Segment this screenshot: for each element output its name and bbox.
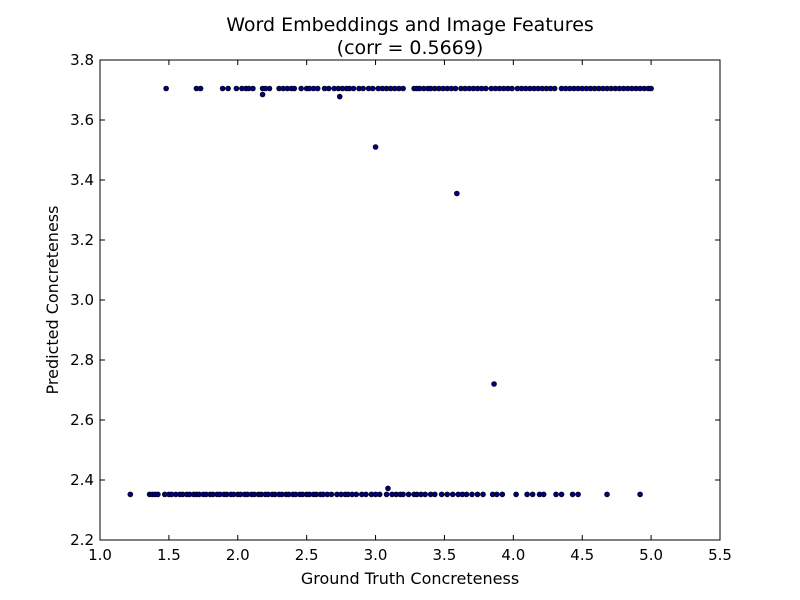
x-tick-label: 1.0: [88, 546, 112, 564]
data-point: [369, 85, 376, 92]
data-point: [648, 85, 654, 92]
x-tick-label: 2.0: [226, 546, 250, 564]
data-point: [454, 190, 460, 197]
chart-title-line2: (corr = 0.5669): [337, 37, 484, 59]
data-point: [383, 491, 390, 498]
data-point: [529, 491, 536, 498]
y-tick-label: 3.6: [70, 111, 94, 129]
data-points: [127, 85, 654, 498]
data-point: [298, 85, 304, 92]
data-point: [353, 491, 360, 498]
data-point: [314, 85, 321, 92]
data-point: [569, 491, 576, 498]
data-point: [400, 85, 406, 92]
data-point: [551, 85, 558, 92]
data-point: [469, 491, 475, 498]
data-point: [449, 491, 456, 498]
data-point: [259, 91, 266, 98]
data-point: [328, 491, 335, 498]
y-tick-label: 2.6: [70, 411, 94, 429]
data-point: [325, 85, 332, 92]
data-point: [376, 491, 383, 498]
data-point: [233, 85, 240, 92]
y-axis-label: Predicted Concreteness: [43, 206, 62, 395]
plot-frame: [99, 59, 721, 541]
data-point: [431, 491, 438, 498]
data-point: [219, 85, 226, 92]
y-tick-label: 2.2: [70, 531, 94, 549]
data-point: [540, 491, 547, 498]
chart-title-line1: Word Embeddings and Image Features: [226, 14, 594, 36]
data-point: [400, 491, 406, 498]
x-tick-label: 5.0: [639, 546, 663, 564]
x-axis-label: Ground Truth Concreteness: [301, 569, 519, 588]
data-point: [499, 491, 506, 498]
y-tick-label: 3.0: [70, 291, 94, 309]
data-point: [463, 491, 470, 498]
data-point: [575, 491, 581, 498]
data-point: [163, 85, 169, 92]
data-point: [482, 85, 489, 92]
x-tick-label: 3.0: [364, 546, 388, 564]
data-point: [155, 491, 161, 498]
data-point: [363, 491, 369, 498]
x-tick-label: 3.5: [433, 546, 457, 564]
x-tick-label: 4.0: [501, 546, 525, 564]
data-point: [336, 93, 343, 100]
y-tick-label: 3.2: [70, 231, 94, 249]
data-point: [513, 491, 519, 498]
data-point: [360, 85, 366, 92]
data-point: [291, 85, 298, 92]
data-point: [127, 491, 134, 498]
data-point: [372, 144, 379, 150]
y-tick-label: 3.8: [70, 51, 94, 69]
data-point: [422, 491, 428, 498]
data-point: [604, 491, 610, 498]
data-point: [558, 491, 565, 498]
data-point: [266, 85, 273, 92]
data-point: [553, 491, 559, 498]
axis-ticks: 1.0 1.5 2.0 2.5 3.0 3.5 4.0 4.5 5.0 5.5 2.2 2.4 2.6 2…: [70, 51, 732, 564]
data-point: [405, 491, 412, 498]
x-tick-label: 2.5: [295, 546, 319, 564]
data-point: [480, 491, 486, 498]
y-tick-label: 3.4: [70, 171, 94, 189]
data-point: [637, 491, 643, 498]
data-point: [350, 85, 357, 92]
data-point: [225, 85, 231, 92]
data-point: [524, 491, 530, 498]
y-tick-label: 2.4: [70, 471, 94, 489]
data-point: [452, 85, 459, 92]
data-point: [197, 85, 204, 92]
data-point: [444, 491, 451, 498]
data-point: [493, 491, 500, 498]
data-point: [491, 381, 497, 387]
y-tick-label: 2.8: [70, 351, 94, 369]
data-point: [250, 85, 256, 92]
x-tick-label: 1.5: [157, 546, 181, 564]
x-tick-label: 4.5: [570, 546, 594, 564]
x-tick-label: 5.5: [708, 546, 732, 564]
data-point: [474, 491, 481, 498]
data-point: [385, 485, 391, 492]
data-point: [438, 491, 445, 498]
data-point: [509, 85, 515, 92]
